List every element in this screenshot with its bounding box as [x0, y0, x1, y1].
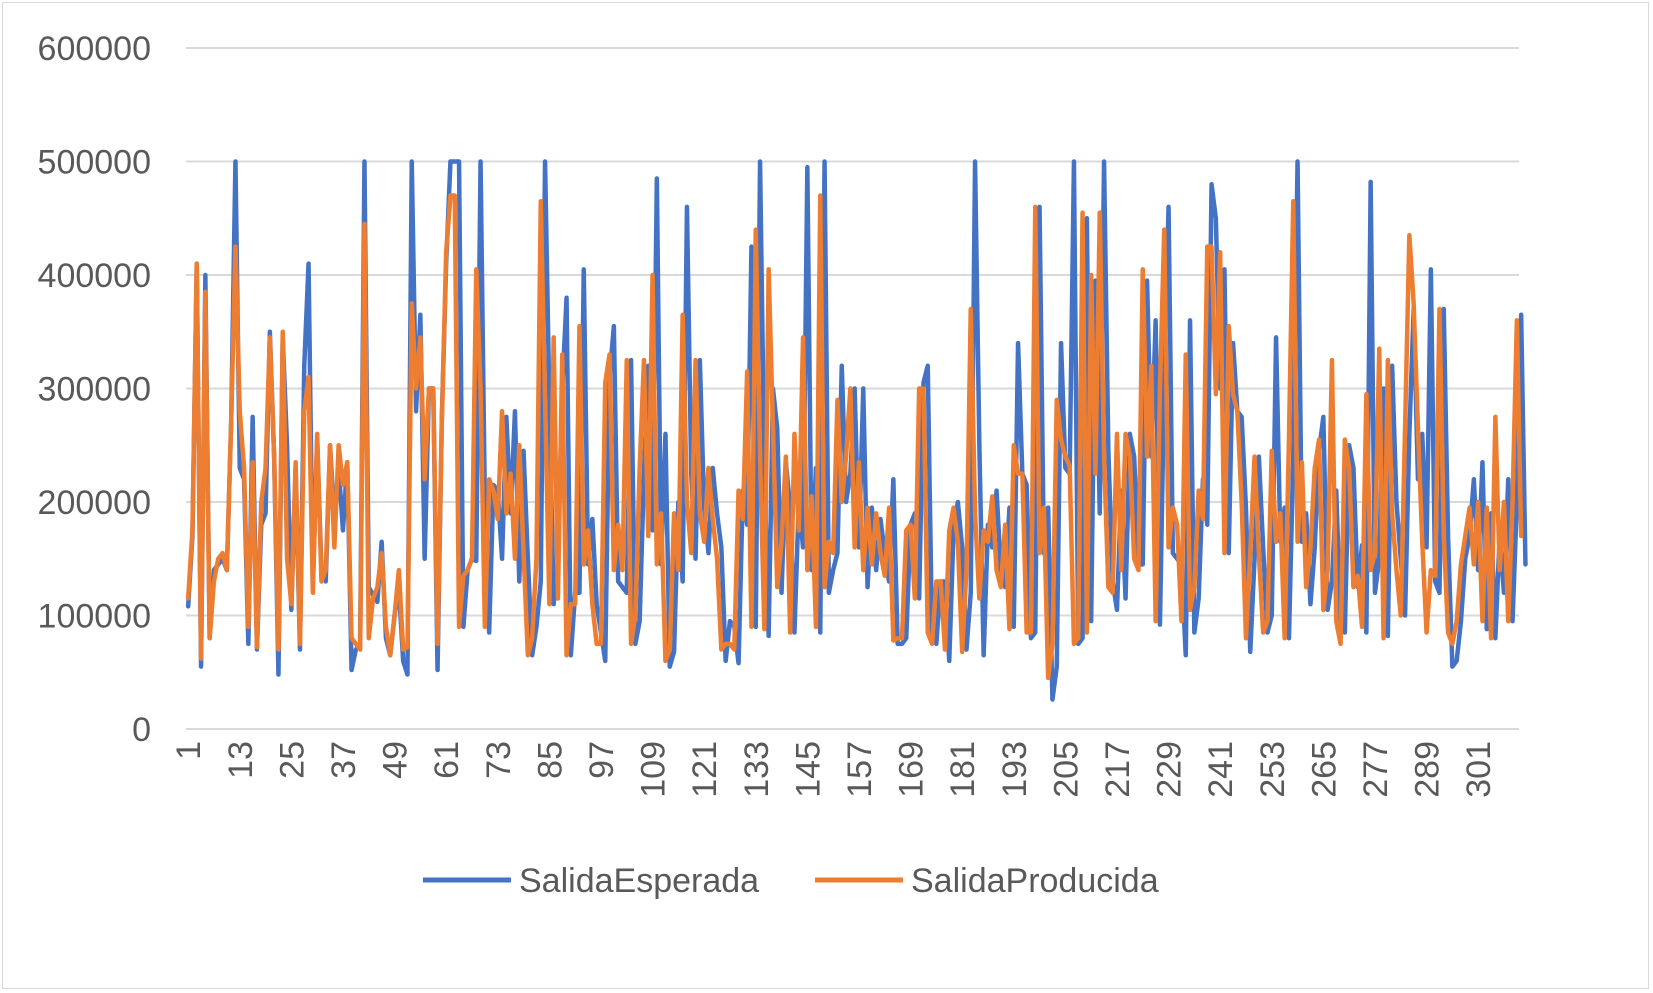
x-tick-label: 97 — [583, 741, 621, 779]
legend-label: SalidaProducida — [911, 862, 1159, 900]
x-tick-label: 37 — [325, 741, 363, 779]
x-tick-label: 73 — [480, 741, 518, 779]
series-line-SalidaEsperada — [185, 159, 1528, 702]
x-tick-label: 229 — [1151, 741, 1189, 798]
y-tick-label: 600000 — [38, 30, 151, 68]
series-lines — [185, 159, 1528, 702]
x-tick-label: 217 — [1099, 741, 1137, 798]
x-tick-label: 265 — [1305, 741, 1343, 798]
x-tick-label: 181 — [944, 741, 982, 798]
y-tick-label: 400000 — [38, 257, 151, 295]
y-tick-label: 200000 — [38, 484, 151, 522]
x-tick-label: 25 — [273, 741, 311, 779]
x-tick-label: 157 — [841, 741, 879, 798]
x-tick-label: 289 — [1409, 741, 1447, 798]
x-tick-label: 1 — [170, 741, 208, 760]
x-axis-tick-labels: 1 13 25 37 49 61 73 85 97 109 121 133 145 157 169 181 19… — [170, 741, 1498, 798]
x-tick-label: 169 — [893, 741, 931, 798]
x-tick-label: 49 — [377, 741, 415, 779]
x-tick-label: 85 — [531, 741, 569, 779]
x-tick-label: 205 — [1047, 741, 1085, 798]
y-tick-label: 300000 — [38, 371, 151, 409]
x-tick-label: 121 — [686, 741, 724, 798]
x-tick-label: 13 — [222, 741, 260, 779]
x-tick-label: 145 — [789, 741, 827, 798]
series-line-SalidaProducida — [185, 193, 1524, 681]
y-tick-label: 500000 — [38, 144, 151, 182]
y-axis-tick-labels: 0 100000 200000 300000 400000 500000 600000 — [38, 30, 151, 749]
x-tick-label: 241 — [1202, 741, 1240, 798]
x-tick-label: 253 — [1254, 741, 1292, 798]
x-tick-label: 133 — [738, 741, 776, 798]
x-tick-label: 301 — [1460, 741, 1498, 798]
x-tick-label: 61 — [428, 741, 466, 779]
x-tick-label: 193 — [996, 741, 1034, 798]
y-tick-label: 0 — [132, 711, 151, 749]
x-tick-label: 277 — [1357, 741, 1395, 798]
x-tick-label: 109 — [635, 741, 673, 798]
legend-label: SalidaEsperada — [519, 862, 759, 900]
y-tick-label: 100000 — [38, 598, 151, 636]
legend: SalidaEsperada SalidaProducida — [423, 862, 1159, 900]
